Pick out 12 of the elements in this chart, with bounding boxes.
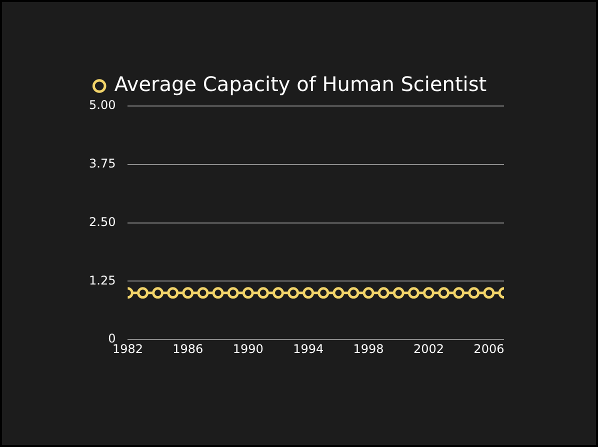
x-tick-label: 2006 [474, 342, 504, 356]
x-tick-label: 1986 [172, 342, 204, 356]
x-tick-label: 1994 [293, 342, 324, 356]
x-tick-label: 1990 [232, 342, 264, 356]
legend-label: Average Capacity of Human Scientist [114, 72, 487, 96]
y-tick-label: 2.50 [89, 214, 116, 229]
y-tick-label: 3.75 [89, 156, 116, 171]
x-tick-label: 1998 [353, 342, 384, 356]
x-tick-label: 2002 [413, 342, 444, 356]
x-tick-label: 1982 [112, 342, 143, 356]
y-tick-label: 5.00 [89, 98, 116, 112]
y-tick-label: 1.25 [89, 273, 116, 288]
